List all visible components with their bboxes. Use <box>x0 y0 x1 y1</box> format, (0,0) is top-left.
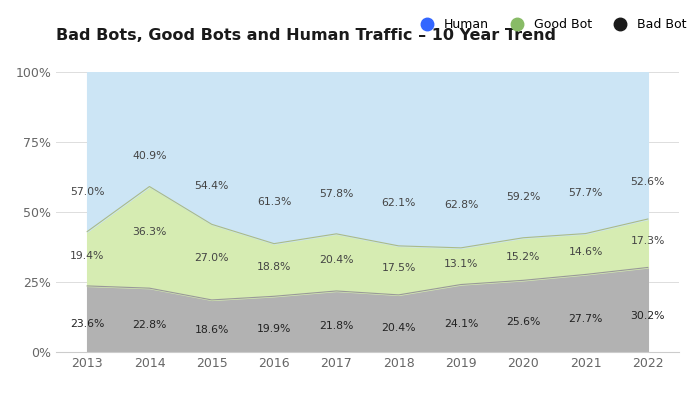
Text: 17.5%: 17.5% <box>382 263 416 273</box>
Text: 52.6%: 52.6% <box>631 177 665 187</box>
Text: 20.4%: 20.4% <box>319 254 354 264</box>
Text: 17.3%: 17.3% <box>631 236 665 246</box>
Text: Bad Bots, Good Bots and Human Traffic – 10 Year Trend: Bad Bots, Good Bots and Human Traffic – … <box>56 28 556 43</box>
Text: 21.8%: 21.8% <box>319 321 354 331</box>
Text: 62.1%: 62.1% <box>382 198 416 208</box>
Text: 15.2%: 15.2% <box>506 252 540 262</box>
Legend: Human, Good Bot, Bad Bot: Human, Good Bot, Bad Bot <box>414 18 687 31</box>
Text: 18.8%: 18.8% <box>257 262 291 272</box>
Text: 54.4%: 54.4% <box>195 181 229 191</box>
Text: 57.7%: 57.7% <box>568 188 603 198</box>
Text: 36.3%: 36.3% <box>132 227 167 237</box>
Text: 20.4%: 20.4% <box>382 323 416 333</box>
Text: 23.6%: 23.6% <box>70 319 104 329</box>
Text: 61.3%: 61.3% <box>257 196 291 206</box>
Text: 59.2%: 59.2% <box>506 192 540 202</box>
Text: 62.8%: 62.8% <box>444 200 478 210</box>
Text: 27.7%: 27.7% <box>568 314 603 324</box>
Text: 57.8%: 57.8% <box>319 189 354 199</box>
Text: 18.6%: 18.6% <box>195 325 229 335</box>
Text: 19.9%: 19.9% <box>257 324 291 334</box>
Text: 19.4%: 19.4% <box>70 251 104 261</box>
Text: 30.2%: 30.2% <box>631 312 665 322</box>
Text: 25.6%: 25.6% <box>506 317 540 327</box>
Text: 13.1%: 13.1% <box>444 259 478 269</box>
Text: 14.6%: 14.6% <box>568 247 603 257</box>
Text: 57.0%: 57.0% <box>70 187 104 197</box>
Text: 40.9%: 40.9% <box>132 151 167 161</box>
Text: 27.0%: 27.0% <box>195 253 229 263</box>
Text: 22.8%: 22.8% <box>132 320 167 330</box>
Text: 24.1%: 24.1% <box>444 319 478 329</box>
